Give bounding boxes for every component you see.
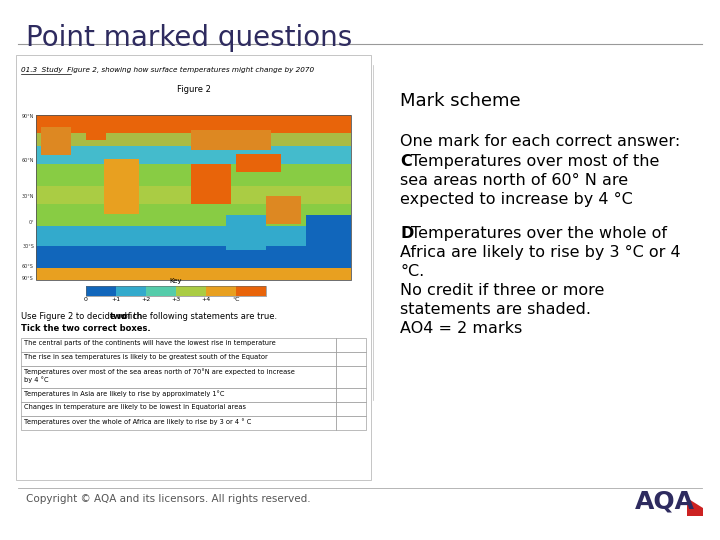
FancyBboxPatch shape <box>206 286 236 296</box>
Text: Africa are likely to rise by 3 °C or 4: Africa are likely to rise by 3 °C or 4 <box>400 245 680 260</box>
Text: of the following statements are true.: of the following statements are true. <box>120 312 277 321</box>
Text: One mark for each correct answer:: One mark for each correct answer: <box>400 134 680 149</box>
Text: statements are shaded.: statements are shaded. <box>400 302 591 317</box>
FancyBboxPatch shape <box>236 154 281 172</box>
Text: Temperatures over the whole of Africa are likely to rise by 3 or 4 ° C: Temperatures over the whole of Africa ar… <box>24 418 251 425</box>
FancyBboxPatch shape <box>21 338 336 352</box>
Text: AQA: AQA <box>635 490 695 514</box>
FancyBboxPatch shape <box>116 286 146 296</box>
FancyBboxPatch shape <box>36 146 351 164</box>
Text: Changes in temperature are likely to be lowest in Equatorial areas: Changes in temperature are likely to be … <box>24 404 246 410</box>
Text: C: C <box>400 154 412 169</box>
Text: +2: +2 <box>141 297 150 302</box>
FancyBboxPatch shape <box>266 196 301 224</box>
Text: Key: Key <box>170 278 182 284</box>
FancyBboxPatch shape <box>336 402 366 416</box>
FancyBboxPatch shape <box>21 366 336 388</box>
Text: 60°S: 60°S <box>22 265 34 269</box>
Text: 30°S: 30°S <box>22 245 34 249</box>
Text: Temperatures over most of the sea areas north of 70°N are expected to increase
b: Temperatures over most of the sea areas … <box>24 368 295 383</box>
Text: two: two <box>109 312 127 321</box>
FancyBboxPatch shape <box>86 286 116 296</box>
FancyBboxPatch shape <box>336 388 366 402</box>
Text: +4: +4 <box>202 297 211 302</box>
Text: 01.3  Study  Figure 2, showing how surface temperatures might change by 2070: 01.3 Study Figure 2, showing how surface… <box>21 67 314 73</box>
Text: Figure 2: Figure 2 <box>176 85 210 94</box>
Text: +3: +3 <box>171 297 181 302</box>
FancyBboxPatch shape <box>336 338 366 352</box>
FancyBboxPatch shape <box>226 215 266 250</box>
Text: Temperatures over most of the: Temperatures over most of the <box>411 154 660 169</box>
FancyBboxPatch shape <box>36 115 351 133</box>
Text: D: D <box>400 226 413 241</box>
Text: 90°N: 90°N <box>22 114 34 119</box>
Text: Temperatures in Asia are likely to rise by approximately 1°C: Temperatures in Asia are likely to rise … <box>24 390 225 397</box>
Text: °C: °C <box>233 297 240 302</box>
FancyBboxPatch shape <box>191 164 231 204</box>
FancyBboxPatch shape <box>36 268 351 280</box>
Text: 0: 0 <box>84 297 88 302</box>
Text: +1: +1 <box>112 297 120 302</box>
Text: AO4 = 2 marks: AO4 = 2 marks <box>400 321 522 336</box>
Text: Use Figure 2 to decide which: Use Figure 2 to decide which <box>21 312 145 321</box>
FancyBboxPatch shape <box>16 55 371 480</box>
Text: No credit if three or more: No credit if three or more <box>400 283 604 298</box>
FancyBboxPatch shape <box>21 388 336 402</box>
FancyBboxPatch shape <box>21 402 336 416</box>
FancyBboxPatch shape <box>21 352 336 366</box>
FancyBboxPatch shape <box>176 286 206 296</box>
FancyBboxPatch shape <box>306 215 351 260</box>
FancyBboxPatch shape <box>86 130 106 140</box>
Text: Tick the two correct boxes.: Tick the two correct boxes. <box>21 324 150 333</box>
Text: Temperatures over the whole of: Temperatures over the whole of <box>411 226 667 241</box>
Text: expected to increase by 4 °C: expected to increase by 4 °C <box>400 192 633 207</box>
FancyBboxPatch shape <box>191 130 271 150</box>
Text: Copyright © AQA and its licensors. All rights reserved.: Copyright © AQA and its licensors. All r… <box>26 494 310 504</box>
Text: The rise in sea temperatures is likely to be greatest south of the Equator: The rise in sea temperatures is likely t… <box>24 354 268 360</box>
Text: The central parts of the continents will have the lowest rise in temperature: The central parts of the continents will… <box>24 340 276 346</box>
FancyBboxPatch shape <box>41 127 71 155</box>
FancyBboxPatch shape <box>36 204 351 226</box>
FancyBboxPatch shape <box>36 186 351 204</box>
Text: Mark scheme: Mark scheme <box>400 92 521 110</box>
FancyBboxPatch shape <box>687 498 703 516</box>
FancyBboxPatch shape <box>146 286 176 296</box>
FancyBboxPatch shape <box>36 133 351 146</box>
FancyBboxPatch shape <box>236 286 266 296</box>
FancyBboxPatch shape <box>36 164 351 186</box>
Text: sea areas north of 60° N are: sea areas north of 60° N are <box>400 173 628 188</box>
Text: Point marked questions: Point marked questions <box>26 24 352 52</box>
Text: 60°N: 60°N <box>22 158 34 163</box>
FancyBboxPatch shape <box>36 246 351 268</box>
Polygon shape <box>687 498 703 508</box>
Text: 0°: 0° <box>28 219 34 225</box>
Text: 90°S: 90°S <box>22 275 34 280</box>
FancyBboxPatch shape <box>336 416 366 430</box>
FancyBboxPatch shape <box>104 159 139 214</box>
FancyBboxPatch shape <box>336 352 366 366</box>
FancyBboxPatch shape <box>36 226 351 246</box>
FancyBboxPatch shape <box>36 115 351 280</box>
FancyBboxPatch shape <box>21 416 336 430</box>
Text: 30°N: 30°N <box>22 194 34 199</box>
FancyBboxPatch shape <box>336 366 366 388</box>
Text: °C.: °C. <box>400 264 424 279</box>
